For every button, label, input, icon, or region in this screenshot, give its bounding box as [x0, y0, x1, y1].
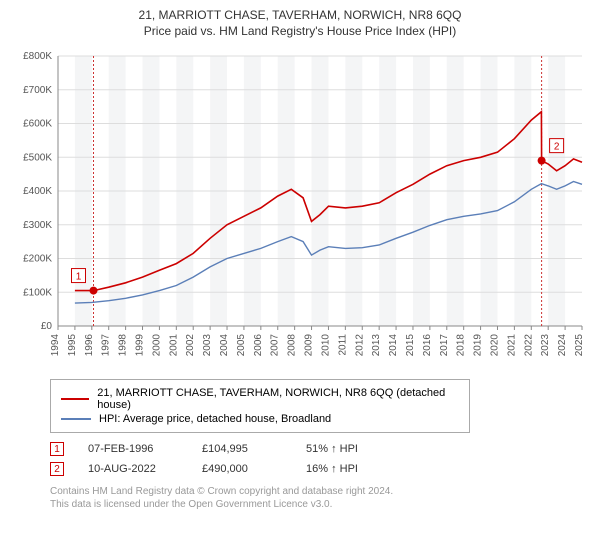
transaction-badge: 2 — [50, 462, 64, 476]
svg-text:2016: 2016 — [422, 334, 433, 357]
svg-text:2024: 2024 — [557, 334, 568, 357]
svg-text:2: 2 — [554, 142, 560, 153]
footer-note: Contains HM Land Registry data © Crown c… — [50, 485, 588, 511]
footer-line-2: This data is licensed under the Open Gov… — [50, 498, 588, 511]
svg-text:2023: 2023 — [540, 334, 551, 357]
legend: 21, MARRIOTT CHASE, TAVERHAM, NORWICH, N… — [50, 379, 470, 433]
svg-text:£100K: £100K — [23, 287, 52, 298]
svg-text:2018: 2018 — [456, 334, 467, 357]
svg-text:1999: 1999 — [135, 334, 146, 357]
chart-title: 21, MARRIOTT CHASE, TAVERHAM, NORWICH, N… — [12, 8, 588, 22]
svg-text:2002: 2002 — [185, 334, 196, 357]
svg-text:2004: 2004 — [219, 334, 230, 357]
svg-text:1: 1 — [76, 272, 82, 283]
legend-swatch — [61, 398, 89, 400]
legend-swatch — [61, 418, 91, 420]
svg-text:2010: 2010 — [320, 334, 331, 357]
svg-text:2006: 2006 — [253, 334, 264, 357]
transaction-price: £104,995 — [202, 443, 282, 455]
svg-text:£500K: £500K — [23, 152, 52, 163]
svg-text:£800K: £800K — [23, 51, 52, 62]
svg-text:£400K: £400K — [23, 186, 52, 197]
svg-text:2015: 2015 — [405, 334, 416, 357]
chart-plot: £0 £100K £200K £300K £400K £500K £600K £700K £80… — [12, 46, 588, 371]
svg-text:1997: 1997 — [101, 334, 112, 357]
svg-text:2022: 2022 — [523, 334, 534, 357]
transaction-price: £490,000 — [202, 463, 282, 475]
svg-text:1994: 1994 — [50, 334, 61, 357]
svg-text:2008: 2008 — [287, 334, 298, 357]
svg-text:£0: £0 — [41, 321, 53, 332]
transaction-pct: 51% ↑ HPI — [306, 443, 396, 455]
svg-text:1998: 1998 — [118, 334, 129, 357]
transaction-row: 1 07-FEB-1996 £104,995 51% ↑ HPI — [50, 439, 588, 459]
svg-text:2000: 2000 — [151, 334, 162, 357]
svg-text:2025: 2025 — [574, 334, 585, 357]
svg-text:2007: 2007 — [270, 334, 281, 357]
svg-text:2020: 2020 — [489, 334, 500, 357]
svg-text:2001: 2001 — [168, 334, 179, 357]
legend-label: HPI: Average price, detached house, Broa… — [99, 413, 331, 425]
svg-text:2005: 2005 — [236, 334, 247, 357]
line-chart-svg: £0 £100K £200K £300K £400K £500K £600K £700K £80… — [12, 46, 588, 366]
svg-text:2021: 2021 — [506, 334, 517, 357]
svg-text:2014: 2014 — [388, 334, 399, 357]
legend-label: 21, MARRIOTT CHASE, TAVERHAM, NORWICH, N… — [97, 387, 459, 411]
transaction-row: 2 10-AUG-2022 £490,000 16% ↑ HPI — [50, 459, 588, 479]
svg-text:2011: 2011 — [337, 334, 348, 356]
transaction-date: 10-AUG-2022 — [88, 463, 178, 475]
svg-text:2013: 2013 — [371, 334, 382, 357]
legend-row: HPI: Average price, detached house, Broa… — [61, 412, 459, 426]
svg-text:2012: 2012 — [354, 334, 365, 357]
svg-text:1996: 1996 — [84, 334, 95, 357]
svg-text:2017: 2017 — [439, 334, 450, 357]
svg-text:2003: 2003 — [202, 334, 213, 357]
svg-text:1995: 1995 — [67, 334, 78, 357]
svg-text:£600K: £600K — [23, 119, 52, 130]
svg-text:2019: 2019 — [473, 334, 484, 357]
transaction-table: 1 07-FEB-1996 £104,995 51% ↑ HPI 2 10-AUG-202… — [50, 439, 588, 479]
chart-subtitle: Price paid vs. HM Land Registry's House … — [12, 24, 588, 38]
footer-line-1: Contains HM Land Registry data © Crown c… — [50, 485, 588, 498]
svg-text:2009: 2009 — [304, 334, 315, 357]
transaction-badge: 1 — [50, 442, 64, 456]
legend-row: 21, MARRIOTT CHASE, TAVERHAM, NORWICH, N… — [61, 386, 459, 412]
svg-text:£700K: £700K — [23, 85, 52, 96]
svg-text:£300K: £300K — [23, 220, 52, 231]
svg-text:£200K: £200K — [23, 254, 52, 265]
transaction-pct: 16% ↑ HPI — [306, 463, 396, 475]
transaction-date: 07-FEB-1996 — [88, 443, 178, 455]
chart-container: 21, MARRIOTT CHASE, TAVERHAM, NORWICH, N… — [0, 0, 600, 560]
